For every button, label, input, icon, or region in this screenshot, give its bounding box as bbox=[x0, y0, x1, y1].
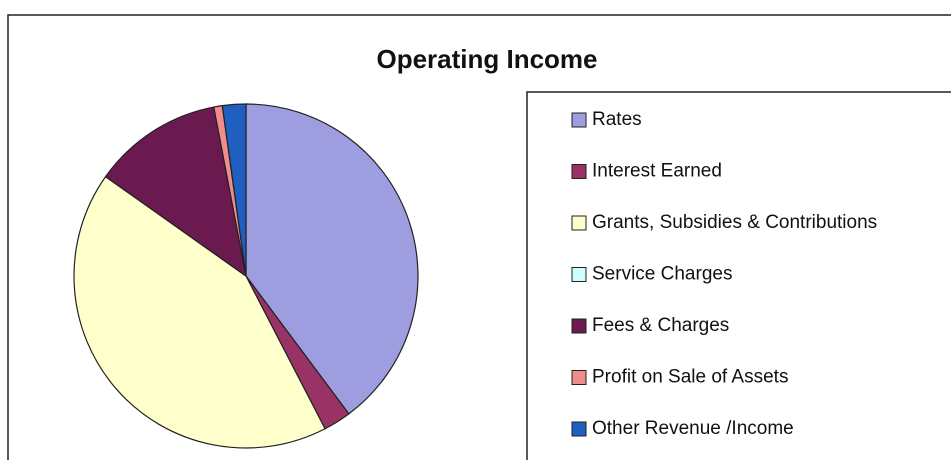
legend-label: Fees & Charges bbox=[592, 315, 729, 336]
pie-slice bbox=[73, 175, 326, 449]
legend-label: Service Charges bbox=[592, 264, 732, 285]
legend-swatch bbox=[571, 267, 587, 282]
legend-swatch bbox=[571, 370, 587, 385]
legend-box bbox=[526, 91, 951, 460]
legend-label: Rates bbox=[592, 109, 642, 130]
pie-slice bbox=[104, 106, 247, 278]
legend-swatch bbox=[571, 215, 587, 231]
legend-label: Grants, Subsidies & Contributions bbox=[592, 212, 877, 233]
legend-swatch bbox=[571, 421, 587, 437]
chart-title: Operating Income bbox=[376, 44, 597, 74]
pie-slice bbox=[221, 103, 247, 277]
pie-slice bbox=[245, 103, 419, 415]
legend-label: Profit on Sale of Assets bbox=[592, 367, 788, 388]
legend-swatch bbox=[571, 164, 587, 179]
legend-swatch bbox=[571, 318, 587, 334]
legend-swatch bbox=[571, 112, 587, 128]
legend-label: Interest Earned bbox=[592, 161, 722, 182]
legend-label: Other Revenue /Income bbox=[592, 418, 794, 439]
